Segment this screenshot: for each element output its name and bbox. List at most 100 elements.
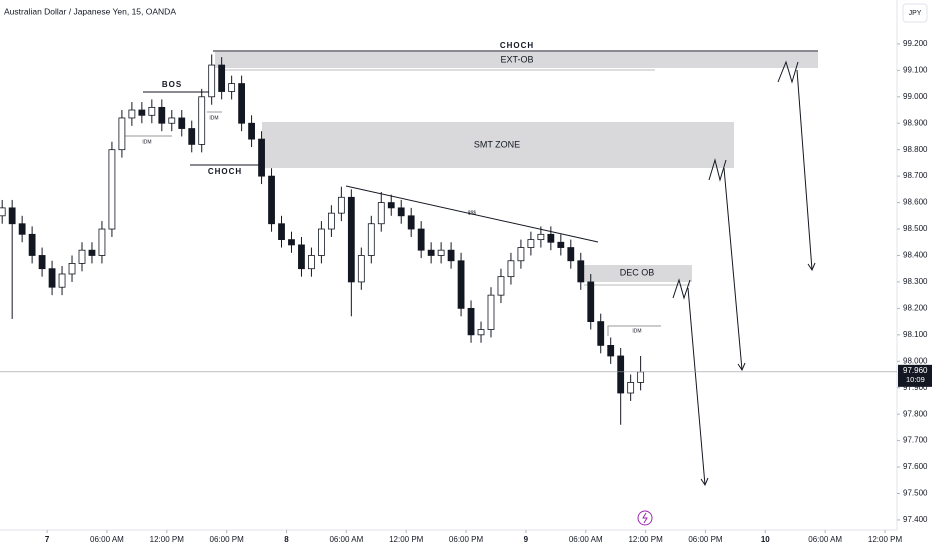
arrow-head	[737, 362, 746, 372]
y-tick-label: 97.700	[903, 436, 928, 445]
candle-body	[467, 307, 475, 336]
y-tick-label: 99.200	[903, 39, 928, 48]
liquidity-label: $$$	[468, 210, 477, 216]
candle-body	[607, 344, 615, 357]
candle-body	[477, 329, 485, 336]
x-tick-label: 06:00 PM	[449, 535, 484, 544]
candle-body	[88, 249, 96, 256]
y-tick-label: 97.800	[903, 409, 928, 418]
candle-body	[238, 83, 246, 124]
y-tick-label: 98.300	[903, 277, 928, 286]
last-price-label: 97.960	[903, 366, 928, 375]
candle-body	[48, 268, 56, 288]
x-tick-label: 7	[45, 535, 50, 544]
x-tick-label: 12:00 PM	[150, 535, 185, 544]
candle-body	[417, 228, 425, 251]
candle-body	[587, 281, 595, 322]
arrow-head	[700, 477, 709, 487]
projection-arrow	[687, 287, 706, 486]
candle-body	[268, 175, 275, 225]
candle-body	[427, 249, 435, 256]
candle-body	[278, 223, 285, 241]
x-tick-label: 06:00 AM	[329, 535, 363, 544]
candle-body	[138, 109, 146, 116]
candle-body	[298, 244, 305, 270]
idm-top-label: IDM	[209, 115, 218, 121]
candle-body	[517, 247, 525, 262]
candle-body	[627, 382, 635, 394]
dec-ob-zone	[584, 265, 692, 282]
candle-body	[437, 249, 445, 256]
candle-body	[397, 207, 405, 217]
candle-body	[0, 207, 6, 217]
candle-body	[637, 371, 645, 383]
y-tick-label: 97.400	[903, 515, 928, 524]
y-tick-label: 98.700	[903, 171, 928, 180]
y-tick-label: 98.500	[903, 224, 928, 233]
x-tick-label: 06:00 AM	[90, 535, 124, 544]
candle-body	[357, 255, 365, 283]
candle-body	[567, 247, 575, 262]
candle-body	[28, 233, 36, 256]
candle-body	[208, 64, 216, 98]
candle-body	[38, 255, 46, 270]
x-tick-label: 06:00 PM	[210, 535, 245, 544]
candle-body	[58, 273, 66, 288]
candle-body	[158, 106, 166, 124]
candle-body	[148, 106, 156, 116]
candle-body	[527, 239, 535, 248]
zigzag	[672, 278, 691, 300]
y-tick-label: 97.900	[903, 383, 928, 392]
x-tick-label: 12:00 PM	[389, 535, 424, 544]
candle-body	[337, 196, 345, 214]
candle-body	[497, 276, 505, 296]
dec-ob-label: DEC OB	[620, 267, 655, 277]
arrow-head	[807, 262, 816, 272]
choch-label: CHOCH	[500, 41, 534, 50]
candle-body	[537, 233, 545, 241]
candle-body	[168, 117, 176, 124]
y-tick-label: 98.000	[903, 356, 928, 365]
candle-body	[318, 228, 325, 256]
candle-body	[367, 223, 375, 256]
y-tick-label: 98.400	[903, 251, 928, 260]
candle-body	[128, 109, 136, 119]
candle-body	[487, 294, 495, 330]
y-tick-label: 99.100	[903, 65, 928, 74]
chart-title: Australian Dollar / Japanese Yen, 15, OA…	[4, 6, 176, 16]
candle-body	[387, 202, 395, 209]
idm-right-label: IDM	[632, 328, 641, 334]
y-tick-label: 97.600	[903, 462, 928, 471]
ext-ob-zone	[215, 52, 818, 68]
smt-zone-label: SMT ZONE	[474, 139, 520, 149]
x-tick-label: 9	[524, 535, 529, 544]
candle-body	[617, 355, 625, 394]
candle-body	[407, 215, 415, 230]
x-tick-label: 06:00 PM	[688, 535, 723, 544]
candle-body	[118, 117, 126, 151]
y-tick-label: 98.200	[903, 303, 928, 312]
candle-body	[78, 249, 86, 264]
x-tick-label: 8	[284, 535, 289, 544]
zigzag	[777, 60, 799, 84]
choch-low-label: CHOCH	[208, 167, 242, 176]
x-tick-label: 12:00 PM	[628, 535, 663, 544]
smt-zone	[262, 122, 734, 168]
x-tick-label: 12:00 PM	[868, 535, 903, 544]
currency-button[interactable]	[902, 3, 928, 23]
idm-right-line	[607, 325, 661, 336]
y-tick-label: 98.900	[903, 118, 928, 127]
zigzag	[708, 158, 727, 182]
idm-left-label: IDM	[142, 139, 151, 145]
x-tick-label: 06:00 AM	[808, 535, 842, 544]
candle-body	[108, 149, 116, 230]
y-tick-label: 98.100	[903, 330, 928, 339]
candle-body	[377, 202, 385, 225]
projection-arrow	[723, 167, 743, 371]
candle-body	[98, 228, 106, 256]
bos-label: BOS	[162, 80, 182, 89]
candle-body	[288, 239, 295, 246]
candle-body	[577, 260, 585, 283]
y-tick-label: 97.500	[903, 489, 928, 498]
